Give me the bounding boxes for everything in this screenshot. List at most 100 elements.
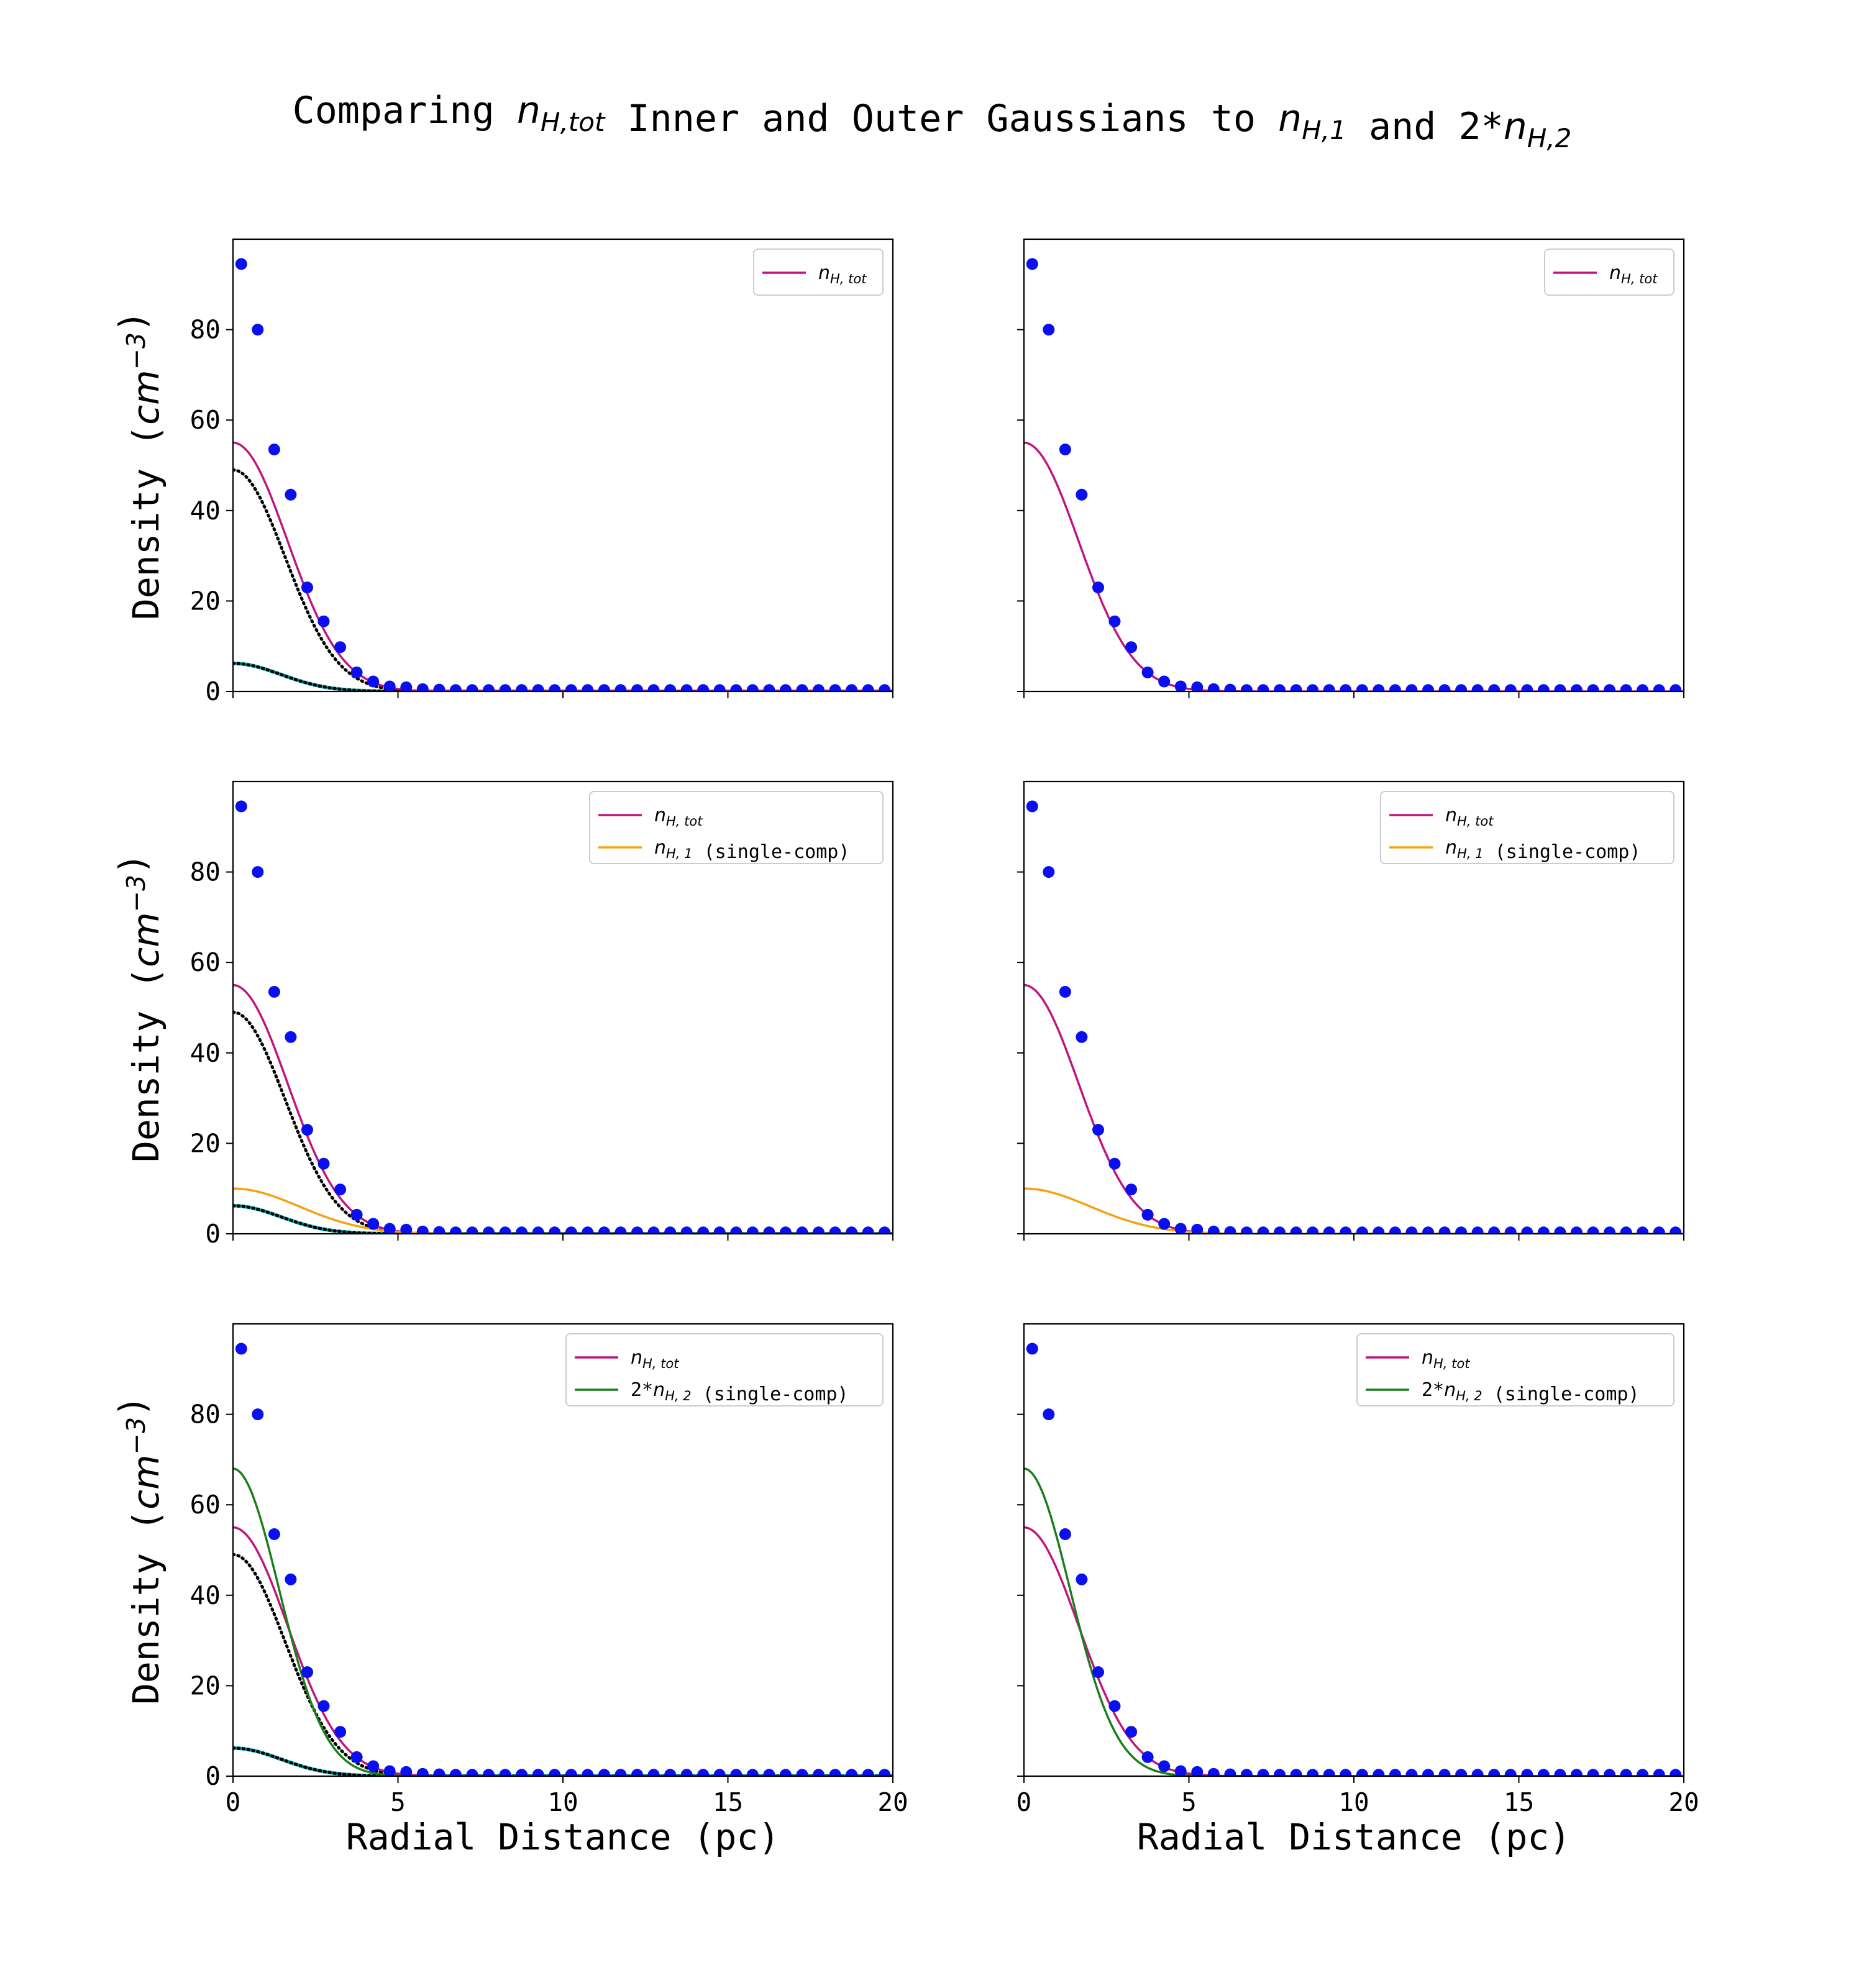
data-point xyxy=(516,1226,528,1234)
data-point xyxy=(1307,1226,1319,1234)
data-point xyxy=(730,1226,742,1234)
data-point xyxy=(846,1769,858,1776)
y-tick-label: 40 xyxy=(190,1038,221,1068)
data-point xyxy=(1076,1031,1088,1043)
data-point xyxy=(1059,986,1071,998)
y-tick-label: 60 xyxy=(190,947,221,977)
data-point xyxy=(879,1226,891,1234)
data-point xyxy=(813,1226,825,1234)
data-point xyxy=(1240,1226,1253,1234)
x-tick-label: 5 xyxy=(390,1787,406,1817)
data-point xyxy=(1191,1766,1204,1776)
data-point xyxy=(1670,1226,1682,1234)
data-point xyxy=(301,1666,313,1679)
data-point xyxy=(1307,684,1319,691)
data-point xyxy=(829,684,841,691)
y-tick-label: 60 xyxy=(190,405,221,435)
series-line-ntot xyxy=(1024,983,1684,1234)
data-point xyxy=(1356,684,1368,691)
data-point xyxy=(1389,684,1401,691)
data-point xyxy=(1637,1226,1649,1234)
data-point xyxy=(1670,684,1682,691)
data-point xyxy=(1504,1226,1517,1234)
data-point xyxy=(1141,1751,1154,1763)
data-point xyxy=(582,1769,594,1776)
data-point xyxy=(1570,1769,1583,1776)
data-point xyxy=(1207,1767,1220,1776)
data-point xyxy=(697,1769,710,1776)
data-point xyxy=(285,488,297,501)
y-tick-label: 80 xyxy=(190,857,221,887)
x-tick-label: 0 xyxy=(226,1787,241,1817)
data-point xyxy=(582,684,594,691)
data-point xyxy=(1537,1226,1550,1234)
data-point xyxy=(862,1769,874,1776)
legend: nH, tot xyxy=(753,248,884,296)
data-point xyxy=(1373,684,1385,691)
data-point xyxy=(1059,444,1071,455)
data-point xyxy=(1290,684,1302,691)
data-point xyxy=(334,1183,347,1196)
data-point xyxy=(1653,684,1665,691)
y-tick-label: 20 xyxy=(190,586,221,616)
data-point xyxy=(1257,1226,1269,1234)
data-point xyxy=(1207,683,1220,691)
y-tick-label: 0 xyxy=(205,1761,221,1791)
subplot-row1-left: 0 20 40 60 80 Density (cm−3) nH, tot xyxy=(111,238,894,706)
data-point xyxy=(713,684,726,691)
data-point xyxy=(416,683,429,691)
subplot-row1-right: nH, tot xyxy=(1017,238,1685,698)
data-point xyxy=(1587,1769,1599,1776)
data-point xyxy=(1125,1726,1138,1738)
data-point xyxy=(1405,1769,1418,1776)
data-point xyxy=(1488,684,1501,691)
legend-label-ntot: nH, tot xyxy=(1422,1347,1470,1371)
data-point xyxy=(598,1769,610,1776)
subplot-row2-left: 0 20 40 60 80 Density (cm−3) nH, tot nH, 1 (sin… xyxy=(111,780,894,1249)
data-point xyxy=(1570,1226,1583,1234)
data-point xyxy=(1521,1226,1533,1234)
data-point xyxy=(1224,1768,1236,1776)
data-point xyxy=(1174,1223,1187,1234)
data-point xyxy=(499,1769,511,1776)
legend-label-n1: nH, 1 (single-comp) xyxy=(654,837,849,863)
y-axis-label: Density (cm−3) xyxy=(111,853,167,1162)
data-point xyxy=(1274,684,1286,691)
series-line-n1 xyxy=(1024,1187,1684,1234)
data-point xyxy=(285,1573,297,1585)
y-tick-label: 20 xyxy=(190,1671,221,1700)
data-point xyxy=(318,1700,330,1712)
data-point xyxy=(763,1226,775,1234)
data-point xyxy=(1620,684,1632,691)
data-point xyxy=(549,684,561,691)
data-point xyxy=(400,681,413,691)
data-point xyxy=(1356,1769,1368,1776)
data-point xyxy=(1158,1218,1171,1230)
data-point xyxy=(1604,1769,1615,1776)
plot-area xyxy=(1024,239,1684,691)
x-tick-label: 15 xyxy=(1504,1787,1534,1817)
data-point xyxy=(1340,1226,1352,1234)
data-point xyxy=(1026,1343,1038,1355)
x-tick-label: 20 xyxy=(877,1787,908,1817)
series-line-ntot xyxy=(233,1526,893,1776)
data-point xyxy=(697,684,710,691)
data-point xyxy=(1488,1769,1501,1776)
data-point xyxy=(779,1226,792,1234)
data-point xyxy=(763,1769,775,1776)
data-point xyxy=(779,1769,792,1776)
y-tick-label: 60 xyxy=(190,1490,221,1520)
legend-label-n2: 2*nH, 2 (single-comp) xyxy=(631,1379,849,1405)
data-point xyxy=(1471,684,1484,691)
data-point xyxy=(516,684,528,691)
data-point xyxy=(631,1769,643,1776)
data-point xyxy=(433,683,445,691)
data-point xyxy=(614,1769,627,1776)
data-point xyxy=(416,1767,429,1776)
data-point xyxy=(598,684,610,691)
data-point xyxy=(1587,1226,1599,1234)
data-point xyxy=(483,1226,495,1234)
data-point xyxy=(1537,684,1550,691)
data-point xyxy=(1191,1223,1204,1234)
